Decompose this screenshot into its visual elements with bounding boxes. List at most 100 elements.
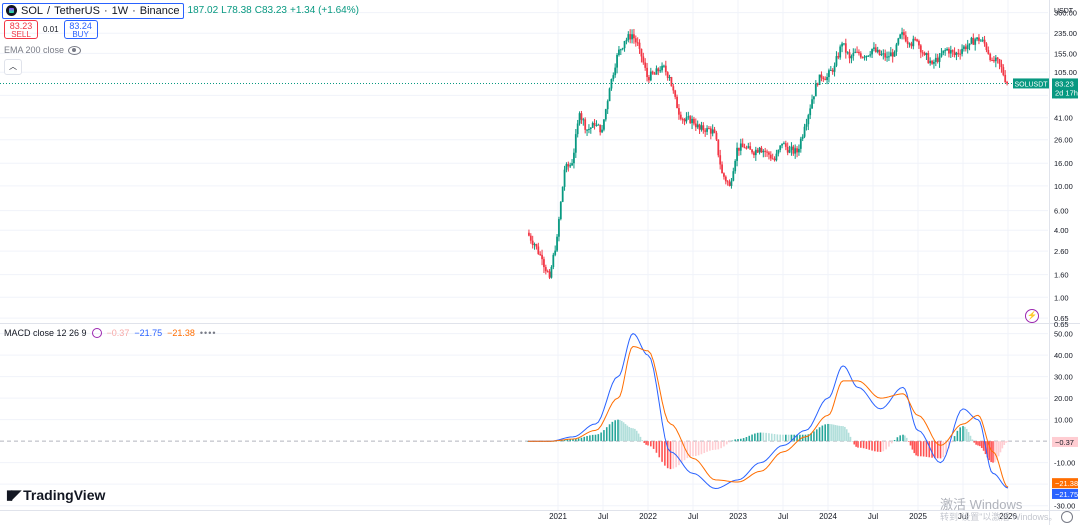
candle-body xyxy=(749,146,752,150)
macd-histogram-bar xyxy=(678,441,680,466)
candle-body xyxy=(648,77,650,81)
candle-body xyxy=(801,136,804,139)
macd-axis-tick: 20.00 xyxy=(1054,394,1073,403)
macd-histogram-bar xyxy=(697,441,700,456)
candle-body xyxy=(850,56,853,59)
macd-histogram-bar xyxy=(971,439,974,442)
candle-body xyxy=(805,124,808,127)
candle-body xyxy=(835,56,838,66)
candle-body xyxy=(861,57,864,59)
ema-legend[interactable]: EMA 200 close xyxy=(4,45,82,55)
candle-body xyxy=(987,49,990,54)
candle-body xyxy=(996,57,999,60)
candle-body xyxy=(683,119,686,122)
candle-body xyxy=(728,182,731,186)
collapse-legend-button[interactable]: ︿ xyxy=(4,59,22,75)
candle-body xyxy=(619,49,622,51)
macd-histogram-bar xyxy=(796,434,798,442)
candle-body xyxy=(901,32,903,35)
candle-body xyxy=(796,148,798,153)
macd-histogram-bar xyxy=(834,425,837,442)
signal-badge-value: −21.38 xyxy=(1055,479,1078,488)
candle-body xyxy=(694,123,697,128)
candle-body xyxy=(871,48,873,55)
macd-histogram-bar xyxy=(692,441,694,457)
candle-body xyxy=(696,124,699,128)
candle-body xyxy=(625,39,628,42)
macd-histogram-bar xyxy=(995,441,998,460)
candle-body xyxy=(948,48,950,54)
candle-body xyxy=(888,56,890,58)
tradingview-logo[interactable]: ▮◤ TradingView xyxy=(6,487,105,503)
price-axis-tick: 41.00 xyxy=(1054,114,1073,123)
candle-body xyxy=(998,59,1001,64)
sell-button[interactable]: 83.23 SELL xyxy=(4,20,38,39)
macd-histogram-bar xyxy=(853,441,856,445)
macd-histogram-bar xyxy=(632,428,634,442)
candle-body xyxy=(893,51,896,57)
candle-body xyxy=(687,116,690,118)
candle-body xyxy=(762,150,765,153)
ticker-badge xyxy=(1013,78,1049,89)
candle-body xyxy=(661,65,663,71)
macd-histogram-bar xyxy=(740,438,742,442)
sell-label: SELL xyxy=(11,30,31,39)
macd-histogram-bar xyxy=(899,435,901,442)
candle-body xyxy=(831,69,834,72)
candle-body xyxy=(970,37,973,44)
symbol-search-button[interactable]: SOL / TetherUS · 1W · Binance xyxy=(2,2,184,19)
ema-label: EMA 200 close xyxy=(4,45,65,55)
candle-body xyxy=(533,244,536,246)
candle-body xyxy=(689,116,692,124)
candle-body xyxy=(597,124,600,126)
macd-histogram-bar xyxy=(879,441,882,452)
candle-body xyxy=(623,41,626,49)
lightning-icon[interactable]: ⚡ xyxy=(1025,309,1039,323)
macd-histogram-bar xyxy=(748,435,751,442)
candle-body xyxy=(908,43,911,45)
eye-hidden-icon[interactable] xyxy=(68,45,82,55)
buy-button[interactable]: 83.24 BUY xyxy=(63,20,98,39)
macd-histogram-bar xyxy=(911,441,914,450)
candle-body xyxy=(788,150,791,153)
candle-body xyxy=(775,153,778,161)
candle-body xyxy=(599,124,602,133)
time-axis-tick: 2022 xyxy=(639,512,657,521)
macd-histogram-bar xyxy=(762,432,765,442)
candle-body xyxy=(822,77,825,80)
macd-axis-tick: 30.00 xyxy=(1054,373,1073,382)
more-options-icon[interactable]: •••• xyxy=(199,328,217,338)
candle-body xyxy=(993,60,995,62)
candle-body xyxy=(593,122,596,126)
settings-gear-icon[interactable] xyxy=(1061,511,1073,523)
candle-body xyxy=(586,129,588,131)
macd-histogram-bar xyxy=(737,439,739,442)
candle-body xyxy=(668,77,671,79)
candle-body xyxy=(738,147,740,151)
macd-histogram-bar xyxy=(902,434,904,442)
buy-label: BUY xyxy=(72,30,89,39)
macd-histogram-bar xyxy=(695,441,697,456)
macd-legend[interactable]: MACD close 12 26 9 −0.37 −21.75 −21.38 •… xyxy=(4,328,217,338)
macd-histogram-bar xyxy=(635,430,638,442)
candle-body xyxy=(880,54,883,56)
candle-body xyxy=(994,57,997,62)
candle-body xyxy=(931,60,933,64)
macd-histogram-bar xyxy=(566,439,569,442)
macd-histogram-bar xyxy=(851,440,854,442)
candle-body xyxy=(803,126,806,137)
macd-histogram-bar xyxy=(619,419,621,442)
candle-body xyxy=(936,57,939,62)
symbol-name: SOL xyxy=(21,4,44,17)
candle-body xyxy=(837,56,840,58)
candle-body xyxy=(794,148,797,154)
candle-body xyxy=(959,53,962,55)
candle-body xyxy=(706,128,708,132)
macd-histogram-bar xyxy=(666,441,669,469)
indicator-source-icon[interactable] xyxy=(91,328,102,338)
macd-histogram-bar xyxy=(862,441,865,449)
macd-histogram-bar xyxy=(782,434,784,442)
candle-body xyxy=(923,52,926,55)
candle-body xyxy=(841,43,843,47)
